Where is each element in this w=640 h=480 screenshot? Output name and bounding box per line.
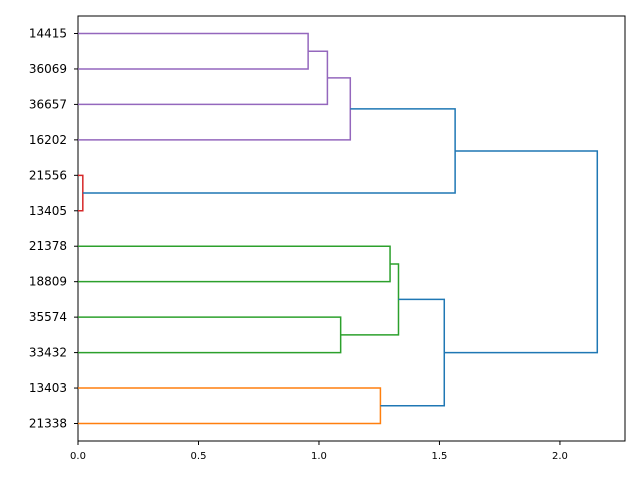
link-m_top_a: [82, 108, 456, 194]
leaf-label-21378: 21378: [29, 239, 67, 253]
link-m_orange: [78, 387, 382, 425]
leaf-label-18809: 18809: [29, 275, 67, 289]
x-tick-label-0.5: 0.5: [191, 451, 207, 462]
leaf-labels: 14415 36069 36657 16202 21556 13405 21378 18809…: [29, 27, 78, 431]
leaf-label-35574: 35574: [29, 310, 67, 324]
leaf-label-16202: 16202: [29, 133, 67, 147]
plot-area: [77, 15, 626, 442]
dendrogram-links: [78, 32, 599, 425]
x-tick-label-1.0: 1.0: [311, 451, 327, 462]
x-tick-label-2.0: 2.0: [552, 451, 568, 462]
link-m_bottom: [380, 298, 446, 407]
link-m_purple_c: [78, 77, 352, 141]
leaf-label-13405: 13405: [29, 204, 67, 218]
x-tick-label-0.0: 0.0: [70, 451, 86, 462]
x-tick-label-1.5: 1.5: [432, 451, 448, 462]
x-axis-ticks: 0.0 0.5 1.0 1.5 2.0: [70, 441, 568, 462]
leaf-label-33432: 33432: [29, 346, 67, 360]
leaf-label-21338: 21338: [29, 417, 67, 431]
link-m_purple_b: [78, 50, 329, 106]
link-m_purple_a: [78, 32, 309, 70]
leaf-label-14415: 14415: [29, 27, 67, 41]
link-m_green_b: [78, 316, 342, 354]
leaf-label-36069: 36069: [29, 62, 67, 76]
leaf-label-13403: 13403: [29, 381, 67, 395]
link-m_green_a: [78, 245, 391, 283]
link-m_root: [444, 150, 599, 354]
leaf-label-36657: 36657: [29, 97, 67, 111]
leaf-label-21556: 21556: [29, 168, 67, 182]
link-m_red: [78, 174, 84, 212]
